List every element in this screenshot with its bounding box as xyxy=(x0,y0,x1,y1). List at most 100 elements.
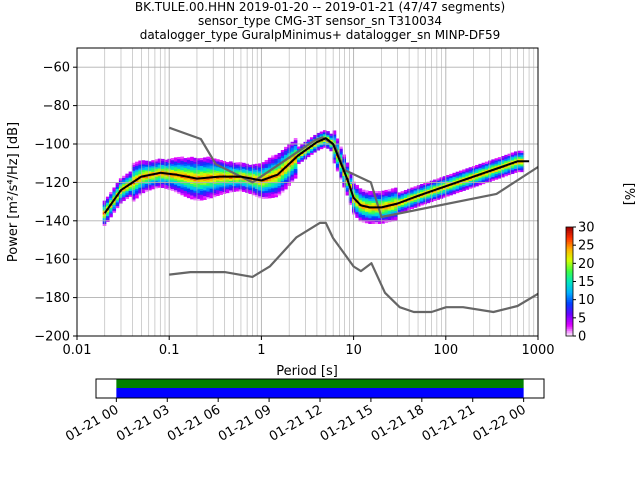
mode-line xyxy=(103,137,530,214)
heatmap-cell xyxy=(280,150,285,153)
heatmap-cell xyxy=(173,186,178,189)
heatmap-cell xyxy=(209,180,214,183)
heatmap-cell xyxy=(280,188,285,191)
heatmap-cell xyxy=(131,197,136,200)
heatmap-cell xyxy=(180,160,185,163)
heatmap-cell xyxy=(277,164,282,167)
heatmap-cell xyxy=(254,163,259,166)
heatmap-cell xyxy=(442,176,447,179)
heatmap-cell xyxy=(180,187,185,190)
colorbar-segment xyxy=(566,236,573,239)
heatmap-cell xyxy=(148,168,152,172)
heatmap-cell xyxy=(313,150,317,153)
heatmap-cell xyxy=(271,188,275,191)
heatmap-cell xyxy=(193,157,198,161)
heatmap-cell xyxy=(258,169,262,172)
heatmap-cell xyxy=(225,171,230,174)
heatmap-cell xyxy=(135,177,139,180)
heatmap-cell xyxy=(115,188,120,191)
y-tick-label: −140 xyxy=(34,214,70,229)
heatmap-cell xyxy=(254,171,259,174)
heatmap-cell xyxy=(183,161,188,165)
heatmap-cell xyxy=(206,193,210,196)
heatmap-cell xyxy=(274,156,278,159)
heatmap-cell xyxy=(271,164,275,168)
heatmap-cell xyxy=(138,193,142,196)
heatmap-cell xyxy=(151,167,155,171)
time-tick-label: 01-21 00 xyxy=(63,402,121,444)
heatmap-cell xyxy=(290,170,295,173)
heatmap-cell xyxy=(374,216,379,219)
heatmap-cell xyxy=(445,182,450,185)
heatmap-cell xyxy=(151,160,155,163)
colorbar-segment xyxy=(566,227,573,230)
heatmap-cell xyxy=(199,182,204,186)
heatmap-cell xyxy=(241,185,246,189)
heatmap-cell xyxy=(306,145,311,148)
heatmap-cell xyxy=(254,173,259,176)
colorbar-segment xyxy=(566,285,573,288)
heatmap-cell xyxy=(212,158,217,161)
heatmap-cell xyxy=(173,167,178,170)
heatmap-cell xyxy=(258,163,262,166)
heatmap-cell xyxy=(206,170,210,173)
heatmap-cell xyxy=(348,181,353,184)
heatmap-cell xyxy=(222,168,227,171)
heatmap-cell xyxy=(517,164,521,167)
heatmap-cell xyxy=(420,199,424,202)
heatmap-cell xyxy=(358,199,363,203)
heatmap-cell xyxy=(290,162,295,166)
heatmap-cell xyxy=(335,142,340,145)
heatmap-cell xyxy=(400,193,405,196)
heatmap-cell xyxy=(355,194,359,197)
heatmap-cell xyxy=(290,141,295,144)
heatmap-cell xyxy=(203,172,207,175)
heatmap-cell xyxy=(122,189,126,192)
heatmap-cell xyxy=(368,194,372,198)
heatmap-cell xyxy=(501,173,505,176)
heatmap-cell xyxy=(193,171,198,174)
heatmap-cell xyxy=(368,204,372,207)
heatmap-cell xyxy=(371,212,376,215)
heatmap-cell xyxy=(141,179,146,182)
heatmap-cell xyxy=(112,204,117,207)
heatmap-cell xyxy=(397,203,402,207)
heatmap-cell xyxy=(491,172,495,176)
heatmap-cell xyxy=(164,165,168,168)
heatmap-cell xyxy=(105,204,110,207)
heatmap-cell xyxy=(319,135,324,138)
heatmap-cell xyxy=(358,219,363,222)
heatmap-cell xyxy=(170,171,175,174)
heatmap-cell xyxy=(219,183,223,186)
heatmap-cell xyxy=(157,183,162,186)
heatmap-cell xyxy=(151,165,155,169)
heatmap-cell xyxy=(138,162,142,165)
heatmap-cell xyxy=(229,188,233,191)
heatmap-cell xyxy=(355,206,359,209)
heatmap-cell xyxy=(491,174,495,177)
heatmap-cell xyxy=(157,160,162,163)
heatmap-cell xyxy=(274,193,278,196)
colorbar-segment xyxy=(566,308,573,311)
heatmap-cell xyxy=(514,166,518,169)
heatmap-cell xyxy=(449,173,453,177)
heatmap-cell xyxy=(384,191,389,195)
heatmap-cell xyxy=(267,157,272,160)
heatmap-cell xyxy=(144,185,149,188)
heatmap-cell xyxy=(232,170,236,173)
heatmap-cell xyxy=(180,170,185,173)
heatmap-cell xyxy=(475,164,479,168)
heatmap-cell xyxy=(517,169,521,173)
heatmap-cell xyxy=(371,194,376,198)
heatmap-cell xyxy=(348,199,353,202)
heatmap-cell xyxy=(122,196,126,200)
colorbar-segment xyxy=(566,266,573,270)
heatmap-cell xyxy=(232,168,236,171)
heatmap-cell xyxy=(264,190,269,193)
heatmap-cell xyxy=(358,207,363,210)
heatmap-cell xyxy=(332,161,337,164)
heatmap-cell xyxy=(206,177,210,180)
heatmap-cell xyxy=(206,162,210,165)
heatmap-cell xyxy=(180,191,185,194)
heatmap-cell xyxy=(229,180,233,183)
